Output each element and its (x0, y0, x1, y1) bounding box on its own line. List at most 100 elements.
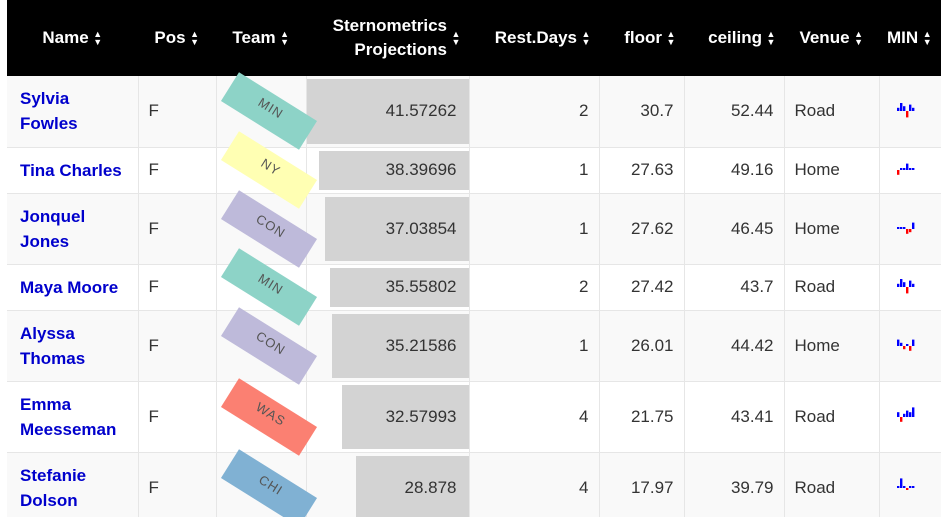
player-name-link[interactable]: Stefanie Dolson (7, 452, 139, 517)
min-sparkline-cell (879, 310, 941, 382)
sort-arrows-icon[interactable]: ▲ ▼ (854, 29, 863, 48)
table-row: Maya Moore F MIN 35.55802 2 27.42 43.7 R… (7, 248, 941, 326)
sparkline-bar (911, 339, 914, 346)
col-header-pos[interactable]: Pos ▲ ▼ (138, 0, 216, 76)
projection-bar (318, 150, 469, 190)
sparkline-bar (908, 280, 911, 287)
min-sparkline (896, 339, 914, 351)
col-header-venue[interactable]: Venue ▲ ▼ (784, 0, 879, 76)
ceiling-cell: 44.42 (684, 310, 785, 382)
col-header-label: MIN (887, 28, 919, 48)
projection-bar (341, 384, 469, 449)
sort-arrows-icon[interactable]: ▲ ▼ (190, 29, 200, 48)
min-sparkline-cell (879, 76, 941, 148)
ceiling-cell: 49.16 (684, 147, 785, 194)
sparkline-bar (911, 108, 914, 112)
col-header-label: Team (232, 28, 276, 48)
min-sparkline (896, 103, 914, 118)
rest-days-cell: 2 (469, 76, 600, 148)
min-sparkline (896, 279, 914, 294)
sparkline-bar (911, 485, 914, 488)
projections-table: Name ▲ ▼ Pos ▲ ▼ Team ▲ ▼ Sternometrics Projec… (7, 0, 941, 517)
sparkline-bar (902, 282, 905, 287)
venue-cell: Road (784, 452, 880, 517)
sparkline-bar (905, 343, 908, 346)
floor-cell: 27.42 (599, 264, 685, 311)
sparkline-bar (902, 106, 905, 112)
rest-days-cell: 1 (469, 193, 600, 265)
player-name-link[interactable]: Sylvia Fowles (7, 76, 139, 148)
team-cell: CON (216, 306, 317, 385)
col-header-ceiling[interactable]: ceiling ▲ ▼ (684, 0, 784, 76)
sort-arrows-icon[interactable]: ▲ ▼ (93, 29, 103, 48)
sparkline-bar (908, 411, 911, 417)
sparkline-bar (902, 485, 905, 488)
floor-cell: 27.62 (599, 193, 685, 265)
sort-arrows-icon[interactable]: ▲ ▼ (581, 29, 591, 48)
projection-value: 38.39696 (385, 160, 457, 179)
table-row: Jonquel Jones F CON 37.03854 1 27.62 46.… (7, 189, 941, 268)
player-name-link[interactable]: Jonquel Jones (7, 193, 139, 265)
team-tag-label: MIN (254, 270, 286, 298)
header-row: Name ▲ ▼ Pos ▲ ▼ Team ▲ ▼ Sternometrics Projec… (7, 0, 941, 76)
ceiling-cell: 52.44 (684, 76, 785, 148)
sparkline-bar (905, 487, 908, 490)
projection-value: 28.878 (404, 477, 457, 497)
position-cell: F (138, 147, 217, 194)
projection-cell: 28.878 (306, 452, 470, 517)
table-container: Name ▲ ▼ Pos ▲ ▼ Team ▲ ▼ Sternometrics Projec… (7, 0, 941, 517)
col-header-name[interactable]: Name ▲ ▼ (7, 0, 138, 76)
sparkline-bar (911, 222, 914, 229)
col-header-label: Name (42, 28, 89, 48)
ceiling-cell: 39.79 (684, 452, 785, 517)
sort-arrows-icon[interactable]: ▲ ▼ (766, 29, 776, 48)
col-header-projections[interactable]: Sternometrics Projections▲ ▼ (306, 0, 469, 76)
sort-arrows-icon[interactable]: ▲ ▼ (451, 29, 461, 47)
min-sparkline-cell (879, 452, 941, 517)
sparkline-bar (911, 168, 914, 170)
sparkline-bar (896, 170, 899, 175)
position-cell: F (138, 452, 217, 517)
projection-value: 35.21586 (385, 335, 457, 355)
col-header-label: Venue (799, 28, 850, 48)
col-header-floor[interactable]: floor ▲ ▼ (599, 0, 684, 76)
team-tag: CHI (220, 448, 317, 517)
col-header-rest-days[interactable]: Rest.Days ▲ ▼ (469, 0, 599, 76)
min-sparkline (896, 222, 914, 234)
player-name-link[interactable]: Tina Charles (7, 147, 139, 194)
projection-bar (306, 79, 469, 144)
projection-cell: 41.57262 (306, 76, 470, 148)
position-cell: F (138, 193, 217, 265)
projection-cell: 38.39696 (306, 147, 470, 194)
sparkline-bar (905, 410, 908, 417)
ceiling-cell: 43.41 (684, 381, 785, 453)
col-header-min[interactable]: MIN ▲ ▼ (879, 0, 941, 76)
sparkline-bar (908, 345, 911, 351)
player-name-link[interactable]: Maya Moore (7, 264, 139, 311)
table-row: Stefanie Dolson F CHI 28.878 4 17.97 39.… (7, 448, 941, 517)
team-cell: CHI (216, 448, 317, 517)
sort-arrows-icon[interactable]: ▲ ▼ (922, 29, 932, 48)
rest-days-cell: 1 (469, 147, 600, 194)
projection-value: 41.57262 (385, 101, 457, 121)
sort-arrows-icon[interactable]: ▲ ▼ (666, 29, 676, 48)
position-cell: F (138, 264, 217, 311)
sparkline-bar (905, 228, 908, 234)
min-sparkline-cell (879, 147, 941, 194)
floor-cell: 26.01 (599, 310, 685, 382)
col-header-team[interactable]: Team ▲ ▼ (216, 0, 306, 76)
sparkline-bar (899, 168, 902, 170)
sparkline-bar (902, 413, 905, 417)
floor-cell: 27.63 (599, 147, 685, 194)
min-sparkline-cell (879, 264, 941, 311)
player-name-link[interactable]: Emma Meesseman (7, 381, 139, 453)
projection-value: 32.57993 (385, 406, 457, 426)
sparkline-bar (905, 287, 908, 294)
min-sparkline (896, 477, 914, 490)
table-row: Alyssa Thomas F CON 35.21586 1 26.01 44.… (7, 306, 941, 385)
sparkline-bar (908, 485, 911, 488)
sort-arrows-icon[interactable]: ▲ ▼ (280, 29, 290, 48)
min-sparkline-cell (879, 381, 941, 453)
player-name-link[interactable]: Alyssa Thomas (7, 310, 139, 382)
projection-bar (324, 196, 469, 261)
